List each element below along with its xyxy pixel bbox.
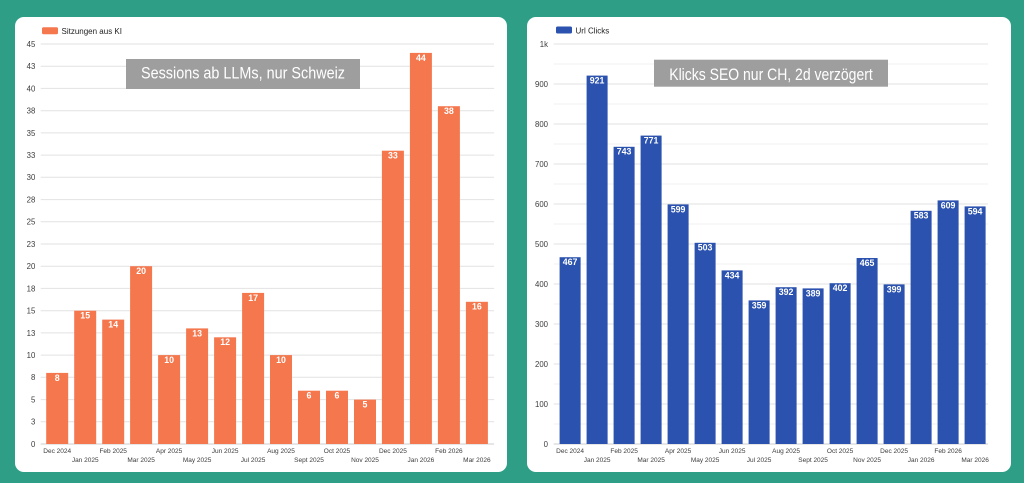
- svg-text:14: 14: [108, 320, 118, 330]
- svg-text:Mar 2026: Mar 2026: [961, 457, 989, 464]
- svg-text:23: 23: [27, 240, 36, 249]
- svg-text:467: 467: [563, 257, 578, 267]
- svg-text:0: 0: [544, 440, 549, 449]
- svg-text:Oct 2025: Oct 2025: [827, 448, 854, 455]
- svg-text:Jun 2025: Jun 2025: [719, 448, 746, 455]
- svg-text:100: 100: [535, 400, 549, 409]
- svg-text:35: 35: [27, 129, 36, 138]
- svg-text:15: 15: [27, 307, 36, 316]
- svg-text:743: 743: [617, 147, 632, 157]
- svg-text:38: 38: [444, 106, 454, 116]
- svg-text:6: 6: [307, 391, 312, 401]
- svg-text:12: 12: [220, 337, 230, 347]
- svg-text:503: 503: [698, 243, 713, 253]
- svg-text:10: 10: [164, 355, 174, 365]
- svg-text:6: 6: [335, 391, 340, 401]
- svg-text:5: 5: [31, 396, 36, 405]
- svg-text:25: 25: [27, 218, 36, 227]
- svg-text:771: 771: [644, 136, 659, 146]
- svg-text:Nov 2025: Nov 2025: [351, 457, 379, 464]
- svg-text:Jan 2025: Jan 2025: [72, 457, 99, 464]
- svg-text:Dec 2025: Dec 2025: [379, 448, 407, 455]
- svg-text:40: 40: [27, 84, 36, 93]
- svg-text:8: 8: [55, 373, 60, 383]
- svg-text:389: 389: [806, 288, 821, 298]
- svg-text:Url Clicks: Url Clicks: [576, 26, 610, 35]
- svg-text:8: 8: [31, 373, 35, 382]
- svg-text:Nov 2025: Nov 2025: [853, 457, 881, 464]
- svg-text:28: 28: [27, 196, 36, 205]
- svg-text:Feb 2025: Feb 2025: [610, 448, 638, 455]
- svg-text:0: 0: [31, 440, 36, 449]
- svg-text:Aug 2025: Aug 2025: [772, 448, 800, 455]
- svg-text:45: 45: [27, 40, 36, 49]
- svg-text:402: 402: [833, 283, 848, 293]
- svg-text:Feb 2025: Feb 2025: [99, 448, 127, 455]
- svg-text:Feb 2026: Feb 2026: [934, 448, 962, 455]
- svg-text:921: 921: [590, 76, 605, 86]
- svg-text:May 2025: May 2025: [183, 457, 212, 464]
- svg-text:Apr 2025: Apr 2025: [665, 448, 692, 455]
- svg-text:20: 20: [27, 262, 36, 271]
- svg-text:594: 594: [968, 206, 983, 216]
- svg-text:18: 18: [27, 284, 36, 293]
- svg-text:Apr 2025: Apr 2025: [156, 448, 183, 455]
- svg-text:359: 359: [752, 300, 767, 310]
- svg-text:5: 5: [363, 400, 368, 410]
- svg-text:Jan 2025: Jan 2025: [584, 457, 611, 464]
- svg-text:20: 20: [136, 266, 146, 276]
- svg-text:Sept 2025: Sept 2025: [798, 457, 828, 464]
- svg-text:599: 599: [671, 204, 686, 214]
- svg-text:3: 3: [31, 418, 35, 427]
- svg-text:Dec 2024: Dec 2024: [43, 448, 71, 455]
- svg-text:800: 800: [535, 120, 549, 129]
- svg-text:33: 33: [27, 151, 36, 160]
- svg-text:Mar 2026: Mar 2026: [463, 457, 491, 464]
- svg-text:Dec 2025: Dec 2025: [880, 448, 908, 455]
- svg-text:200: 200: [535, 360, 549, 369]
- svg-text:Jul 2025: Jul 2025: [241, 457, 266, 464]
- svg-text:May 2025: May 2025: [691, 457, 720, 464]
- svg-text:300: 300: [535, 320, 549, 329]
- svg-text:Sitzungen aus KI: Sitzungen aus KI: [62, 27, 122, 36]
- svg-text:500: 500: [535, 240, 549, 249]
- svg-text:399: 399: [887, 284, 902, 294]
- svg-text:13: 13: [192, 328, 202, 338]
- svg-text:Oct 2025: Oct 2025: [324, 448, 351, 455]
- svg-text:583: 583: [914, 211, 929, 221]
- svg-text:Jun 2025: Jun 2025: [212, 448, 239, 455]
- svg-text:17: 17: [248, 293, 258, 303]
- svg-text:Aug 2025: Aug 2025: [267, 448, 295, 455]
- svg-text:15: 15: [80, 311, 90, 321]
- svg-text:Jul 2025: Jul 2025: [747, 457, 772, 464]
- svg-text:16: 16: [472, 302, 482, 312]
- svg-text:44: 44: [416, 53, 426, 63]
- svg-text:1k: 1k: [540, 40, 548, 49]
- svg-text:900: 900: [535, 80, 549, 89]
- svg-text:Sessions ab LLMs, nur Schweiz: Sessions ab LLMs, nur Schweiz: [141, 65, 345, 83]
- svg-text:609: 609: [941, 200, 956, 210]
- svg-text:Dec 2024: Dec 2024: [556, 448, 584, 455]
- svg-text:400: 400: [535, 280, 549, 289]
- svg-text:Jan 2026: Jan 2026: [908, 457, 935, 464]
- svg-text:465: 465: [860, 258, 875, 268]
- svg-text:Sept 2025: Sept 2025: [294, 457, 324, 464]
- svg-text:Feb 2026: Feb 2026: [435, 448, 463, 455]
- svg-text:434: 434: [725, 270, 740, 280]
- svg-text:33: 33: [388, 151, 398, 161]
- svg-text:392: 392: [779, 287, 794, 297]
- svg-text:600: 600: [535, 200, 549, 209]
- svg-text:10: 10: [27, 351, 36, 360]
- svg-text:Jan 2026: Jan 2026: [408, 457, 435, 464]
- svg-text:13: 13: [27, 329, 36, 338]
- svg-text:Mar 2025: Mar 2025: [637, 457, 665, 464]
- svg-text:10: 10: [276, 355, 286, 365]
- svg-text:43: 43: [27, 62, 36, 71]
- svg-text:Klicks SEO nur CH, 2d verzöger: Klicks SEO nur CH, 2d verzögert: [669, 66, 873, 84]
- svg-text:30: 30: [27, 173, 36, 182]
- svg-text:38: 38: [27, 107, 36, 116]
- svg-text:Mar 2025: Mar 2025: [127, 457, 155, 464]
- svg-text:700: 700: [535, 160, 549, 169]
